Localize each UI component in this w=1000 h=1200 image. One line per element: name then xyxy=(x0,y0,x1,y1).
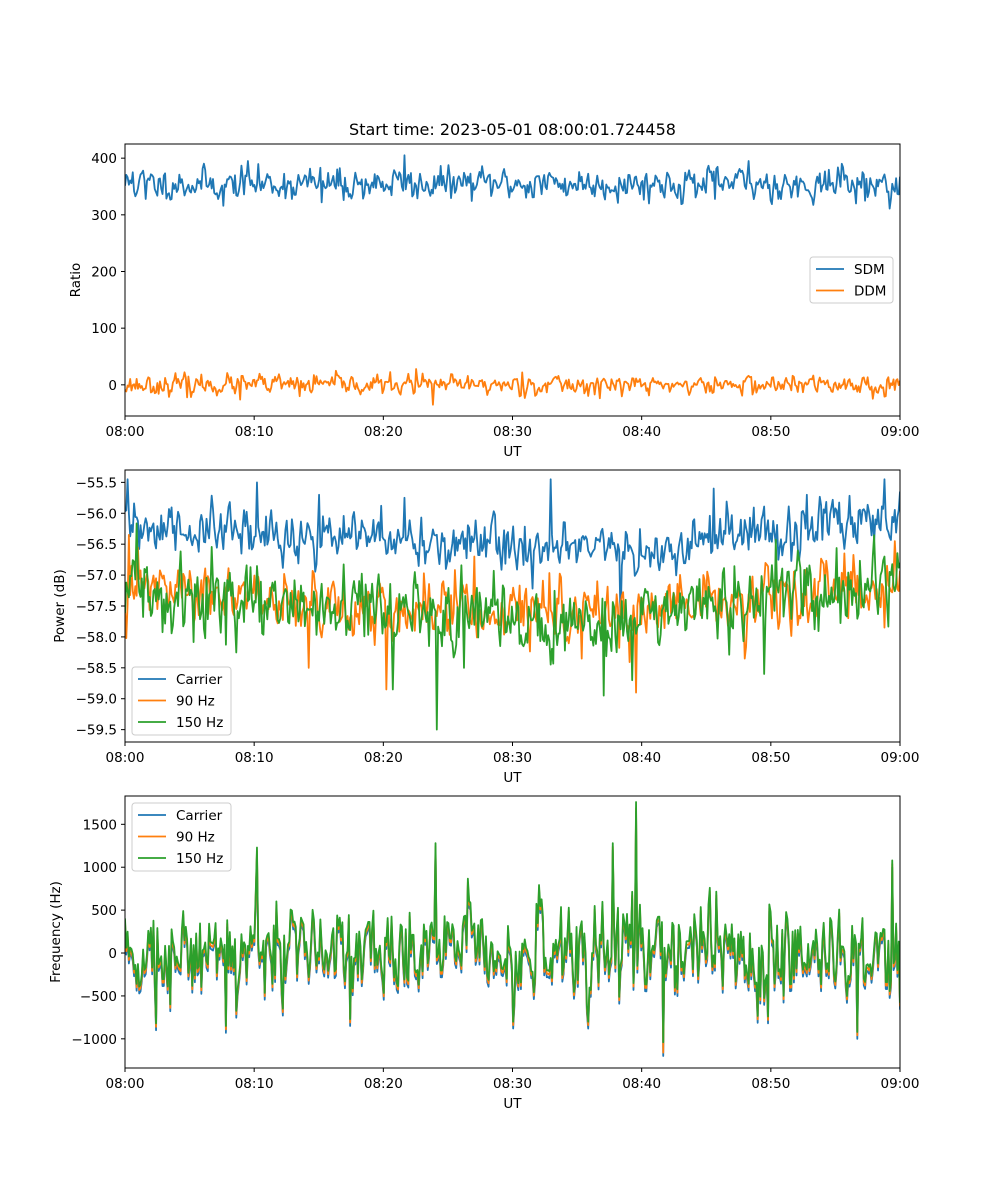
y-tick-label: −56.0 xyxy=(76,506,117,522)
series-line-ddm xyxy=(125,368,900,406)
series-line-90-hz xyxy=(125,534,900,694)
y-tick-label: −59.5 xyxy=(76,723,117,739)
series-line-150-hz xyxy=(125,522,900,731)
series-line-carrier xyxy=(125,478,900,626)
series-line-150-hz xyxy=(125,801,900,1044)
y-tick-label: −1000 xyxy=(71,1032,117,1048)
legend-entry: DDM xyxy=(854,284,886,300)
x-tick-label: 08:30 xyxy=(493,424,532,440)
chart-panel-3: 08:00 08:10 08:20 08:30 08:40 08:50 09:00 −1000… xyxy=(48,795,920,1112)
y-tick-label: −58.0 xyxy=(76,630,117,646)
legend-entry: 150 Hz xyxy=(176,715,223,731)
x-tick-label: 08:00 xyxy=(106,750,145,766)
x-tick-label: 08:00 xyxy=(106,1076,145,1092)
y-tick-label: 0 xyxy=(108,378,117,394)
x-tick-label: 08:50 xyxy=(751,424,790,440)
legend-entry: Carrier xyxy=(176,672,223,688)
x-tick-label: 09:00 xyxy=(881,1076,920,1092)
legend: SDM DDM xyxy=(809,256,894,304)
legend-box xyxy=(131,666,232,736)
legend-box xyxy=(131,802,232,872)
x-tick-label: 08:20 xyxy=(364,424,403,440)
x-tick-label: 08:40 xyxy=(622,424,661,440)
y-tick-label: −56.5 xyxy=(76,537,117,553)
y-tick-label: −58.5 xyxy=(76,661,117,677)
legend-entry: 90 Hz xyxy=(176,694,215,710)
y-tick-label: 200 xyxy=(91,265,117,281)
y-axis-label: Ratio xyxy=(68,263,84,298)
y-axis-label: Frequency (Hz) xyxy=(48,881,64,983)
x-tick-label: 08:50 xyxy=(751,1076,790,1092)
y-tick-label: 100 xyxy=(91,321,117,337)
y-tick-label: 1500 xyxy=(83,817,117,833)
legend-entry: 150 Hz xyxy=(176,851,223,867)
x-tick-label: 08:10 xyxy=(235,750,274,766)
chart-panel-1: 08:00 08:10 08:20 08:30 08:40 08:50 09:00 0 100 2… xyxy=(68,143,920,460)
y-tick-label: −55.5 xyxy=(76,475,117,491)
y-tick-label: −57.5 xyxy=(76,599,117,615)
x-tick-label: 08:20 xyxy=(364,1076,403,1092)
x-tick-label: 08:10 xyxy=(235,424,274,440)
y-tick-label: 300 xyxy=(91,208,117,224)
legend: Carrier 90 Hz 150 Hz xyxy=(131,802,232,872)
x-tick-label: 08:30 xyxy=(493,750,532,766)
y-tick-label: −500 xyxy=(80,989,117,1005)
x-axis-label: UT xyxy=(503,770,522,786)
x-axis-label: UT xyxy=(503,444,522,460)
panels: 08:00 08:10 08:20 08:30 08:40 08:50 09:00 0 100 2… xyxy=(48,143,920,1112)
y-tick-label: 400 xyxy=(91,151,117,167)
y-tick-label: −57.0 xyxy=(76,568,117,584)
x-tick-label: 08:40 xyxy=(622,1076,661,1092)
x-tick-label: 09:00 xyxy=(881,750,920,766)
x-tick-label: 09:00 xyxy=(881,424,920,440)
legend-entry: SDM xyxy=(854,262,885,278)
x-tick-label: 08:30 xyxy=(493,1076,532,1092)
y-tick-label: −59.0 xyxy=(76,692,117,708)
y-tick-label: 0 xyxy=(108,946,117,962)
x-tick-label: 08:00 xyxy=(106,424,145,440)
series-line-sdm xyxy=(125,154,900,210)
y-tick-label: 1000 xyxy=(83,860,117,876)
x-tick-label: 08:10 xyxy=(235,1076,274,1092)
y-tick-label: 500 xyxy=(91,903,117,919)
x-tick-label: 08:40 xyxy=(622,750,661,766)
chart-panel-2: 08:00 08:10 08:20 08:30 08:40 08:50 09:00 −55.5… xyxy=(52,469,920,786)
legend-entry: 90 Hz xyxy=(176,830,215,846)
legend: Carrier 90 Hz 150 Hz xyxy=(131,666,232,736)
x-tick-label: 08:50 xyxy=(751,750,790,766)
y-axis-label: Power (dB) xyxy=(52,569,68,642)
x-axis-label: UT xyxy=(503,1096,522,1112)
figure-title: Start time: 2023-05-01 08:00:01.724458 xyxy=(349,120,676,139)
legend-entry: Carrier xyxy=(176,808,223,824)
x-tick-label: 08:20 xyxy=(364,750,403,766)
